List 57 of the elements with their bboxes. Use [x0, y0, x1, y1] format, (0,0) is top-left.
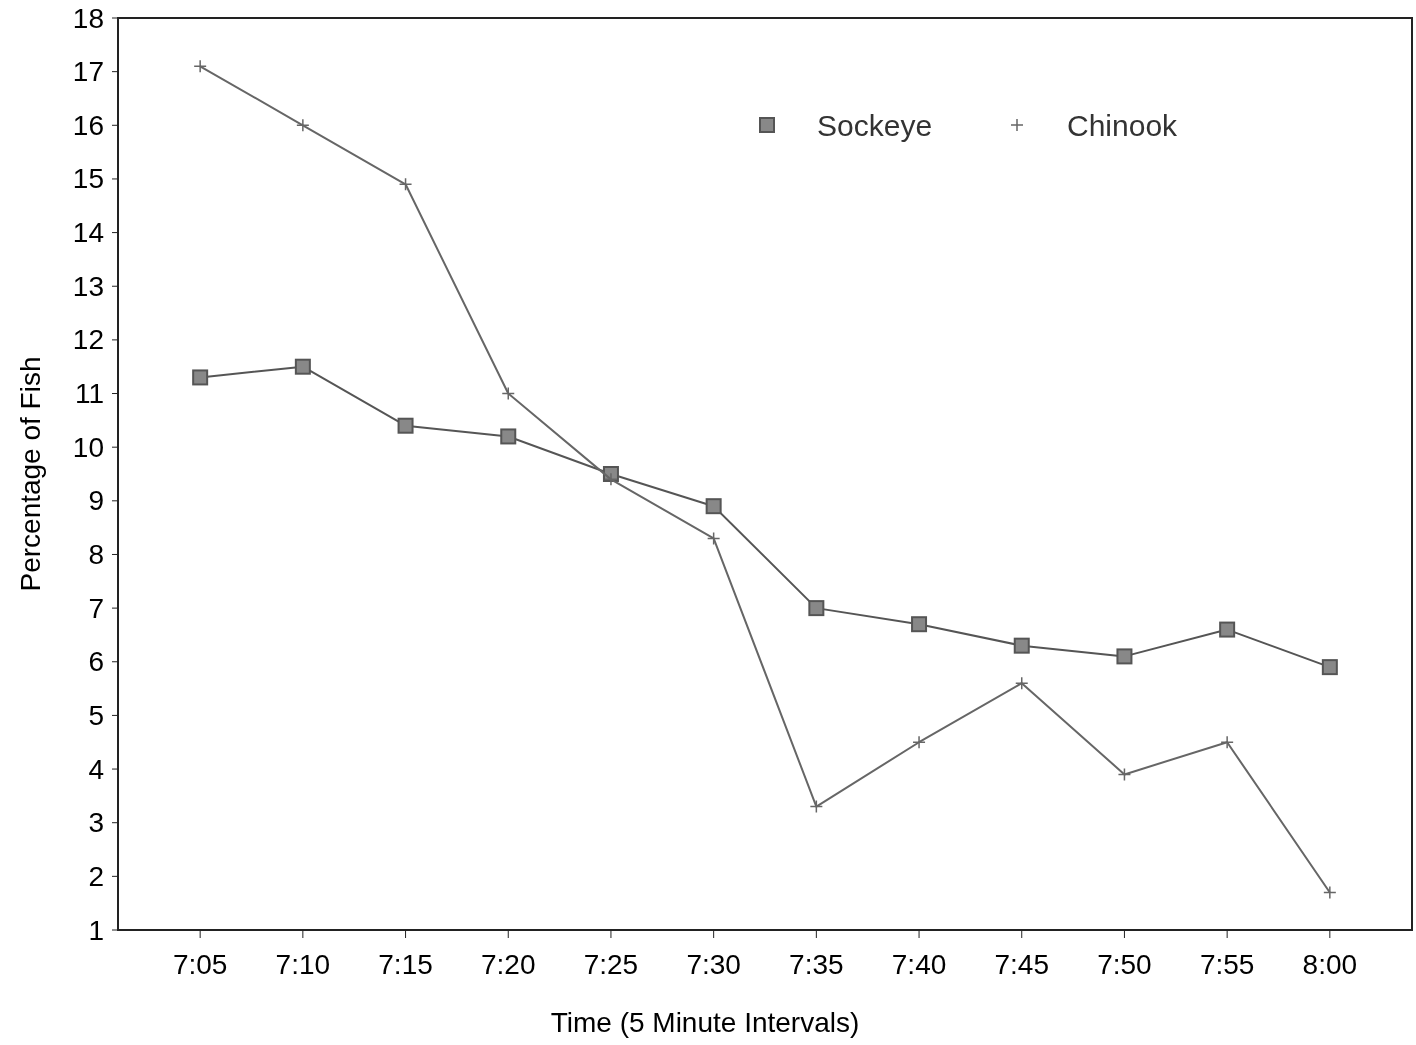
x-tick-label: 7:15: [378, 948, 433, 980]
point: [1219, 621, 1236, 638]
y-tick-label: 13: [72, 270, 104, 302]
point: [500, 428, 517, 445]
y-tick-label: 3: [88, 807, 104, 839]
point: [705, 498, 722, 515]
point: [1013, 637, 1030, 654]
point: [808, 600, 825, 617]
y-tick-label: 7: [88, 592, 104, 624]
y-tick-label: 1: [88, 914, 104, 946]
point: [398, 177, 413, 192]
point: [1116, 648, 1133, 665]
legend-label: Sockeye: [817, 108, 933, 142]
y-tick-label: 17: [72, 56, 104, 88]
y-tick-label: 12: [72, 324, 104, 356]
point: [1117, 767, 1132, 782]
point: [1323, 885, 1337, 900]
x-tick-label: 7:20: [481, 948, 536, 980]
y-tick-label: 18: [72, 2, 104, 34]
point: [294, 358, 311, 375]
point: [192, 369, 209, 386]
y-tick-label: 9: [88, 485, 104, 517]
y-tick-label: 14: [72, 217, 104, 249]
x-tick-label: 7:40: [891, 948, 947, 980]
point: [193, 59, 207, 74]
point: [501, 386, 515, 401]
y-tick-label: 10: [72, 431, 104, 463]
point: [296, 118, 310, 133]
x-tick-label: 7:05: [172, 948, 228, 980]
point: [911, 616, 928, 633]
x-axis-title: Time (5 Minute Intervals): [550, 1006, 860, 1038]
y-tick-label: 6: [88, 646, 104, 678]
y-tick-label: 16: [72, 109, 104, 141]
y-tick-label: 8: [88, 538, 104, 570]
y-tick-label: 11: [74, 378, 104, 410]
legend-label: Chinook: [1067, 108, 1179, 142]
x-tick-label: 8:00: [1302, 948, 1358, 980]
point: [1321, 659, 1338, 676]
x-tick-label: 7:30: [686, 948, 741, 980]
x-tick-label: 7:45: [994, 948, 1049, 980]
y-tick-label: 5: [88, 699, 104, 731]
x-tick-label: 7:25: [583, 948, 639, 980]
x-tick-label: 7:35: [789, 948, 844, 980]
y-tick-label: 15: [72, 163, 104, 195]
point: [706, 531, 721, 546]
point: [604, 472, 618, 487]
x-tick-label: 7:55: [1199, 948, 1255, 980]
y-tick-label: 4: [88, 753, 104, 785]
point: [1220, 735, 1234, 749]
point: [1015, 676, 1029, 690]
point: [397, 417, 414, 434]
x-tick-label: 7:50: [1097, 948, 1152, 980]
point: [912, 735, 926, 749]
y-axis-title: Percentage of Fish: [14, 356, 46, 592]
x-tick-label: 7:10: [275, 948, 331, 980]
point: [809, 799, 824, 814]
y-tick-label: 2: [88, 860, 104, 892]
